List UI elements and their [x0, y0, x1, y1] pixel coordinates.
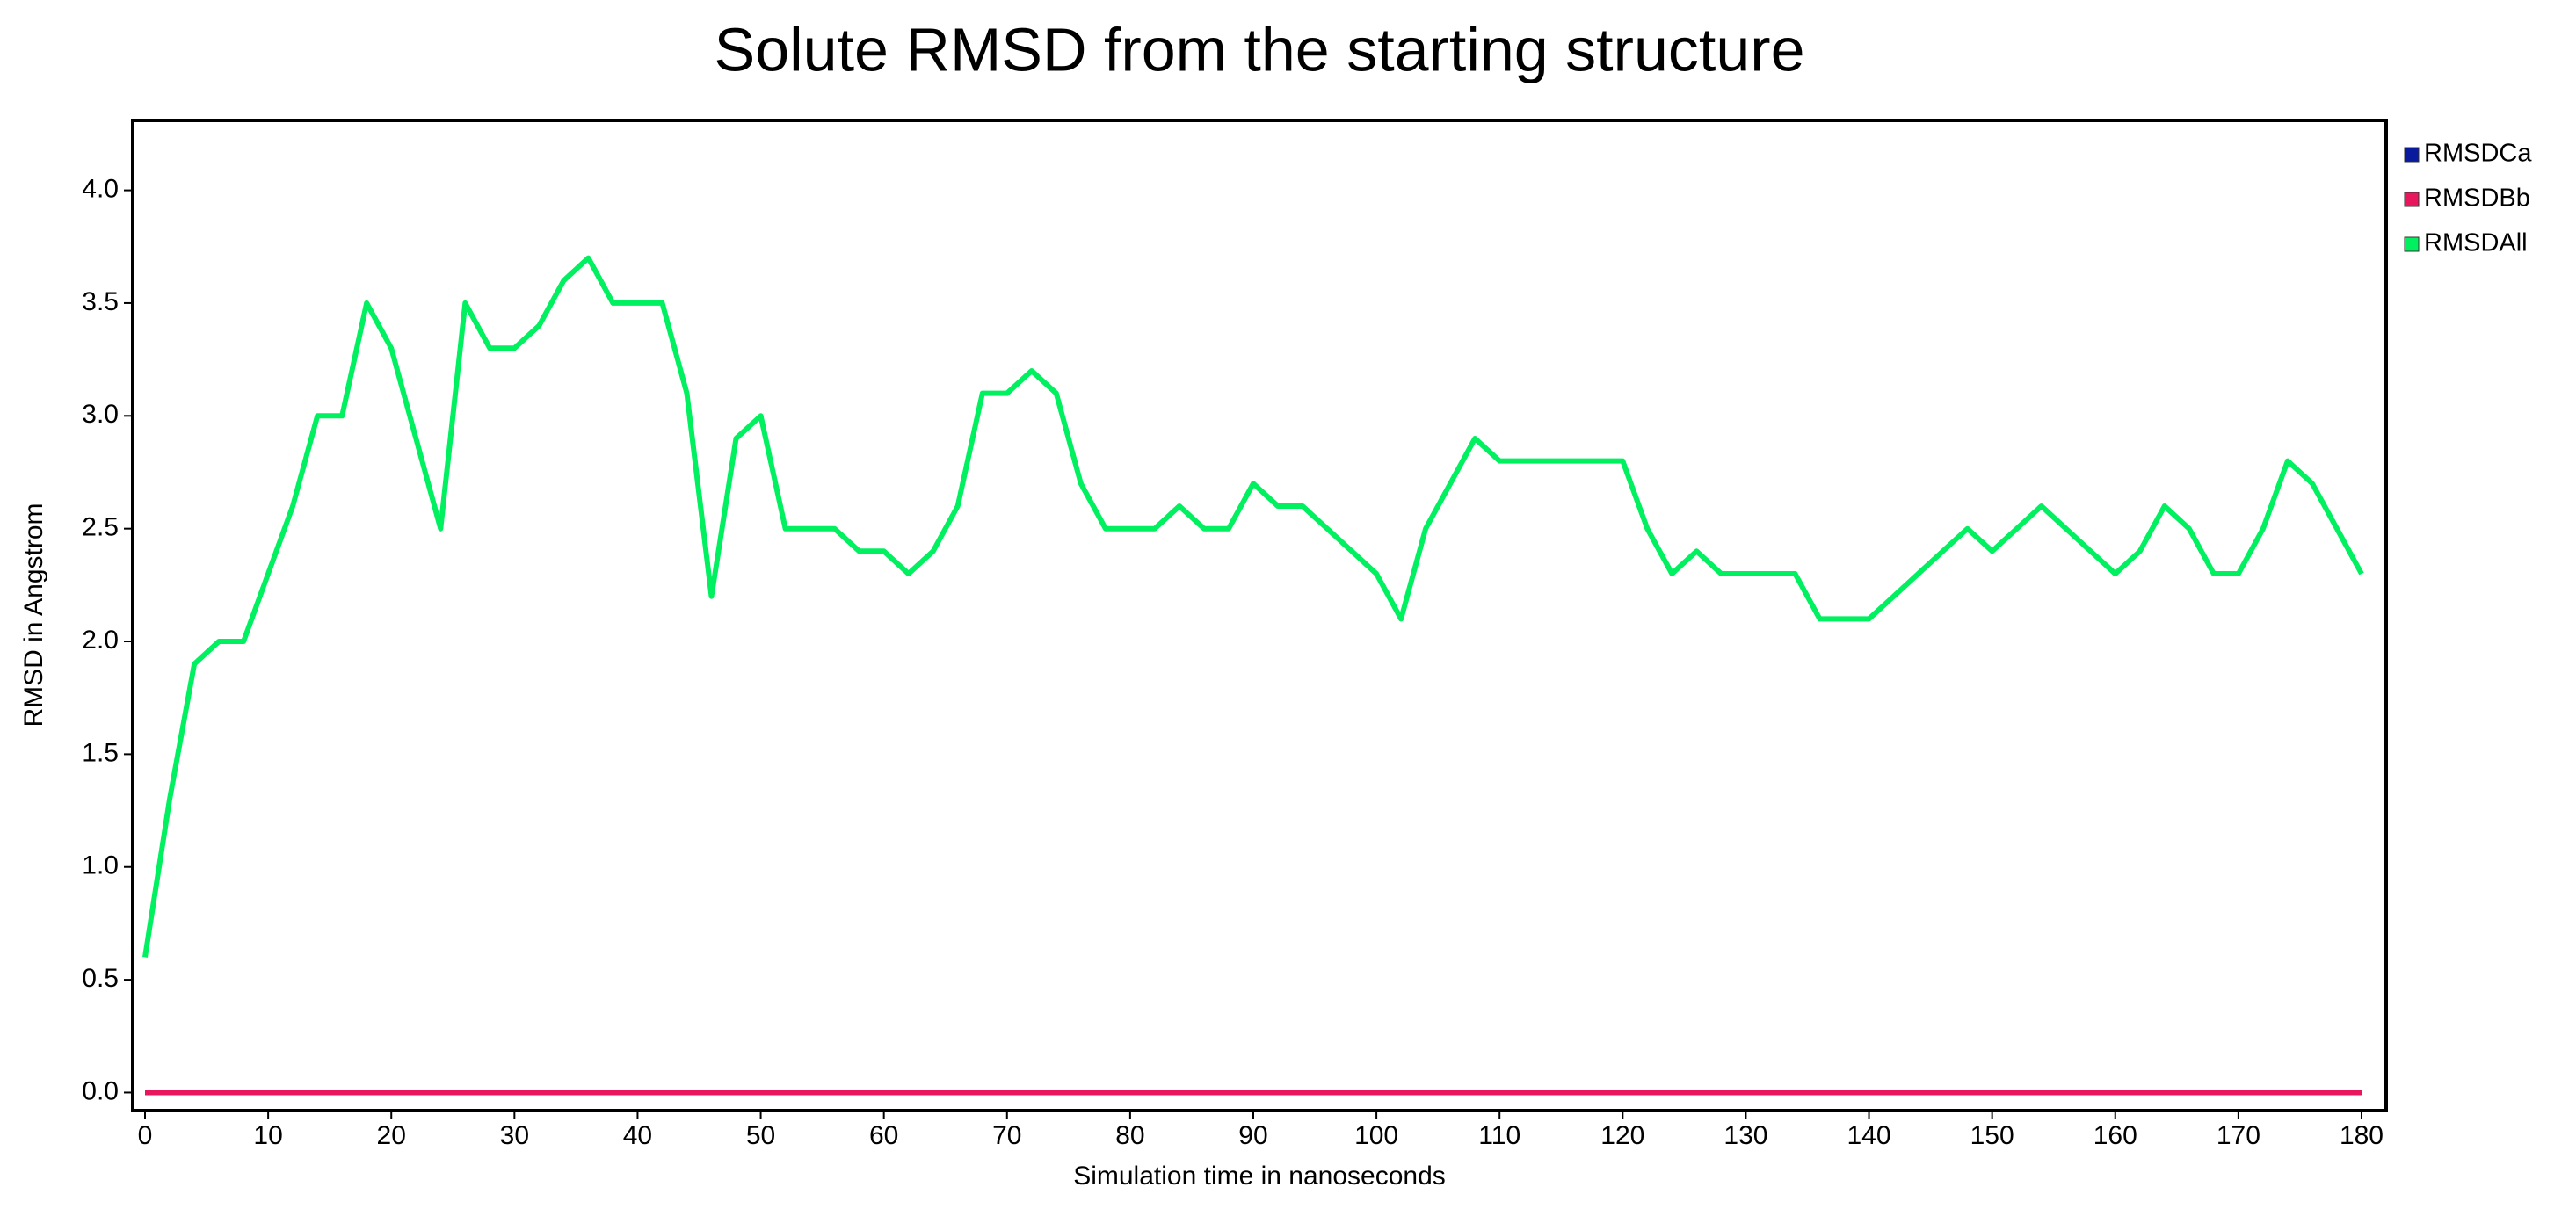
x-axis-label: Simulation time in nanoseconds — [1073, 1162, 1446, 1191]
x-tick-label: 70 — [992, 1121, 1021, 1150]
x-tick-label: 140 — [1847, 1121, 1891, 1150]
data-line — [142, 255, 2364, 958]
x-tick-label: 0 — [138, 1121, 153, 1150]
y-tick-label: 3.0 — [82, 400, 119, 429]
x-tick-label: 20 — [377, 1121, 406, 1150]
x-tick-label: 170 — [2217, 1121, 2260, 1150]
x-tick-label: 130 — [1723, 1121, 1767, 1150]
y-tick-label: 2.5 — [82, 513, 119, 542]
plot-frame — [131, 119, 2388, 1112]
x-tick-label: 60 — [869, 1121, 898, 1150]
legend-swatch — [2404, 192, 2420, 207]
x-tick-label: 10 — [253, 1121, 282, 1150]
legend-label: RMSDAll — [2424, 229, 2528, 257]
y-tick-label: 3.5 — [82, 287, 119, 316]
x-tick-label: 150 — [1970, 1121, 2014, 1150]
y-axis-label: RMSD in Angstrom — [19, 503, 48, 727]
legend-swatch — [2404, 236, 2420, 252]
x-tick-label: 120 — [1600, 1121, 1644, 1150]
y-tick-label: 0.5 — [82, 964, 119, 993]
x-tick-label: 90 — [1238, 1121, 1267, 1150]
x-tick-label: 40 — [623, 1121, 652, 1150]
legend-label: RMSDBb — [2424, 185, 2530, 213]
y-tick-label: 1.5 — [82, 738, 119, 767]
x-tick-label: 110 — [1478, 1121, 1520, 1150]
legend-label: RMSDCa — [2424, 140, 2532, 168]
legend-swatch — [2404, 147, 2420, 163]
y-tick-label: 2.0 — [82, 626, 119, 655]
x-tick-label: 180 — [2340, 1121, 2384, 1150]
x-tick-label: 30 — [500, 1121, 529, 1150]
y-tick-label: 1.0 — [82, 851, 119, 880]
y-tick-label: 4.0 — [82, 175, 119, 204]
x-tick-label: 80 — [1115, 1121, 1144, 1150]
y-tick-label: 0.0 — [82, 1076, 119, 1105]
chart-title: Solute RMSD from the starting structure — [715, 15, 1805, 83]
x-tick-label: 50 — [746, 1121, 775, 1150]
x-tick-label: 100 — [1354, 1121, 1398, 1150]
x-tick-label: 160 — [2093, 1121, 2137, 1150]
